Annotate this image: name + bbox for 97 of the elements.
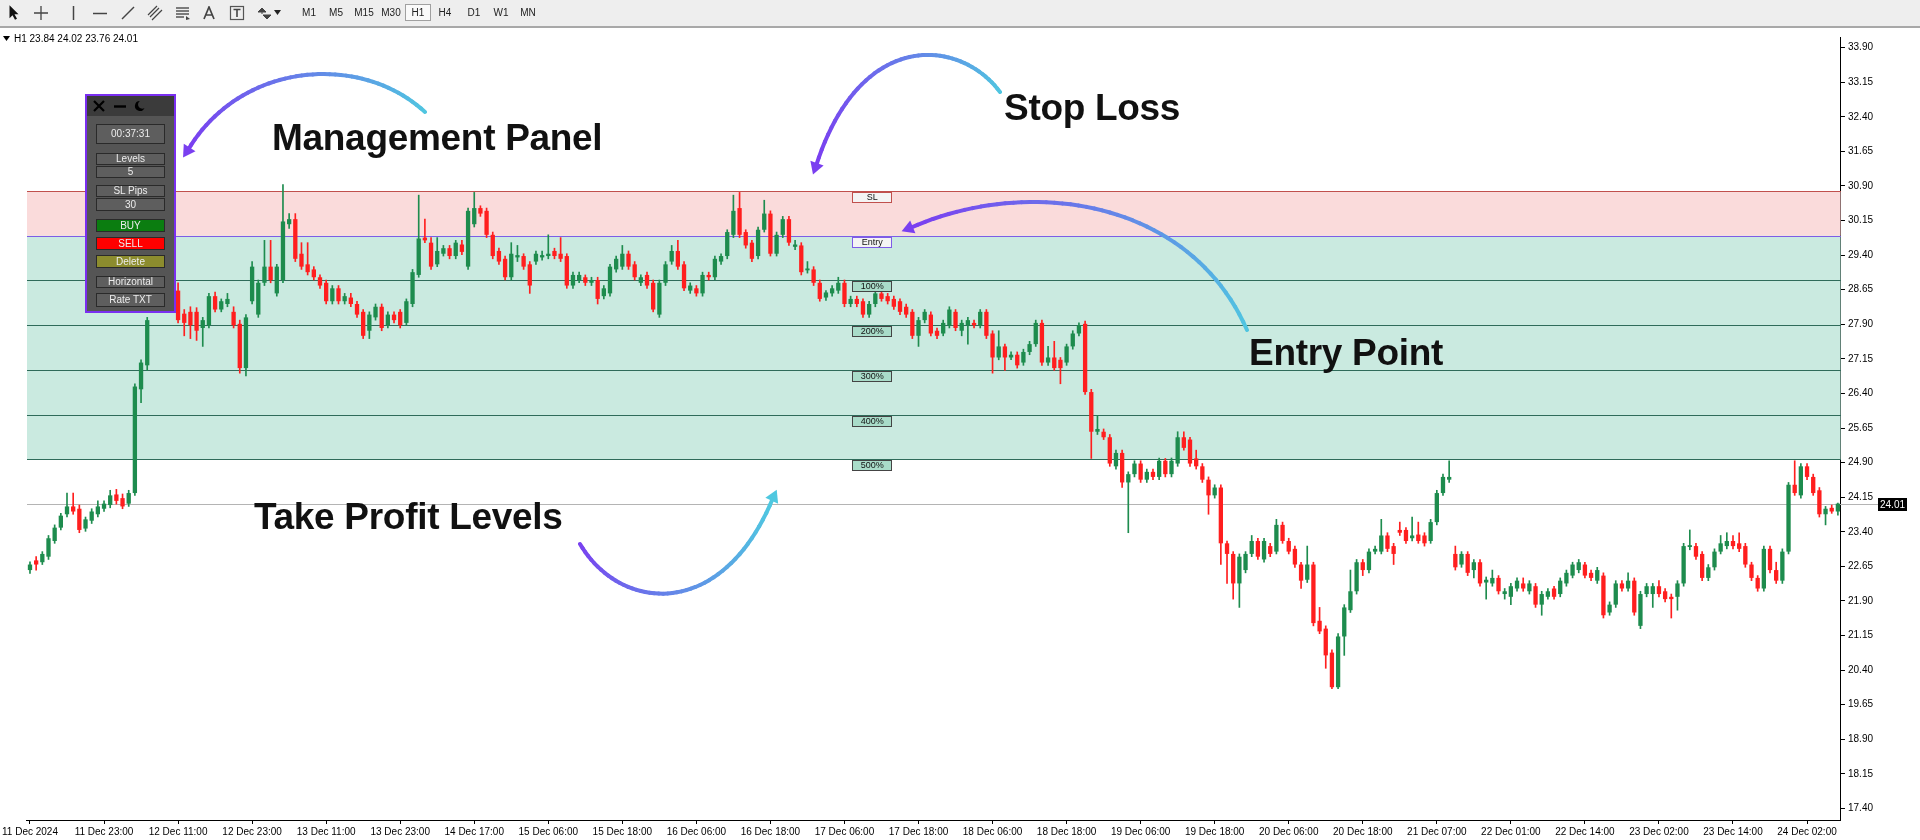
x-tick-label: 21 Dec 07:00 [1407, 825, 1467, 837]
button: 30 [96, 198, 165, 211]
y-tick-label: 32.40 [1847, 110, 1874, 122]
x-tick-label: 22 Dec 01:00 [1481, 825, 1542, 837]
x-tick-label: 13 Dec 11:00 [296, 825, 356, 837]
x-tick-label: 11 Dec 2024 [2, 825, 59, 837]
text: M30 [380, 6, 402, 20]
y-tick-label: 33.90 [1847, 41, 1874, 53]
x-tick-label: 19 Dec 06:00 [1110, 825, 1171, 837]
x-tick-label: 14 Dec 17:00 [444, 825, 505, 837]
y-tick-label: 28.65 [1847, 283, 1874, 295]
label-box: Entry [852, 236, 893, 248]
annotation: 30 [124, 199, 137, 210]
label-box: 500% [852, 459, 893, 471]
y-tick-label: 23.40 [1847, 525, 1874, 537]
annotation: Delete [116, 256, 145, 267]
ref-line-label: Entry [861, 236, 883, 247]
annotation: 400% [860, 415, 884, 426]
y-tick-label: 33.15 [1847, 75, 1874, 87]
x-tick-label: 15 Dec 18:00 [592, 825, 653, 837]
y-tick-label: 22.65 [1847, 560, 1874, 572]
button: Delete [96, 255, 165, 268]
y-tick-label: 21.90 [1847, 594, 1874, 606]
x-tick-label: 17 Dec 18:00 [888, 825, 949, 837]
button: Rate TXT [96, 293, 165, 307]
y-tick-label: 31.65 [1847, 145, 1874, 157]
text: MN [519, 6, 537, 20]
x-tick-label: 24 Dec 02:00 [1777, 825, 1838, 837]
annotation: Management Panel [272, 117, 603, 158]
x-tick-label: 15 Dec 06:00 [518, 825, 579, 837]
y-tick-label: 19.65 [1847, 698, 1874, 710]
annotation: Rate TXT [109, 294, 152, 305]
text: M5 [328, 6, 344, 20]
annotation: 200% [860, 325, 884, 336]
button: H1 [405, 4, 431, 21]
y-tick-label: 25.65 [1847, 421, 1874, 433]
annotation: Levels [116, 153, 145, 164]
text: M15 [353, 6, 375, 20]
x-tick-label: 18 Dec 18:00 [1036, 825, 1097, 837]
y-tick-label: 24.15 [1847, 490, 1874, 502]
x-tick-label: 22 Dec 14:00 [1555, 825, 1616, 837]
y-tick-label: 18.15 [1847, 767, 1874, 779]
button: Horizontal [96, 276, 165, 288]
button: SL Pips [96, 185, 165, 197]
y-tick-label: 17.40 [1847, 802, 1874, 814]
label-box: 400% [852, 415, 893, 427]
text: D1 [466, 6, 482, 20]
x-tick-label: 13 Dec 23:00 [370, 825, 431, 837]
x-tick-label: 20 Dec 06:00 [1258, 825, 1319, 837]
annotation: 5 [127, 166, 134, 177]
x-tick-label: 17 Dec 06:00 [814, 825, 875, 837]
ref-line-label: SL [866, 191, 878, 202]
x-tick-label: 11 Dec 23:00 [74, 825, 134, 837]
annotation: BUY [120, 220, 141, 231]
annotation: 100% [860, 280, 884, 291]
annotation: 00:37:31 [111, 128, 150, 139]
x-tick-label: 16 Dec 18:00 [740, 825, 801, 837]
x-tick-label: 23 Dec 14:00 [1703, 825, 1764, 837]
button: 00:37:31 [96, 124, 165, 144]
label-box: SL [852, 191, 893, 203]
label-box: 100% [852, 280, 893, 292]
annotation: SL Pips [113, 185, 148, 196]
y-tick-label: 29.40 [1847, 248, 1874, 260]
y-tick-label: 26.40 [1847, 387, 1874, 399]
button: SELL [96, 237, 165, 250]
button: Levels [96, 153, 165, 165]
y-tick-label: 30.15 [1847, 214, 1874, 226]
x-tick-label: 19 Dec 18:00 [1184, 825, 1245, 837]
text: W1 [492, 6, 510, 20]
chart-title: H1 23.84 24.02 23.76 24.01 [14, 32, 138, 45]
y-tick-label: 27.15 [1847, 352, 1874, 364]
button: BUY [96, 219, 165, 232]
ref-line-label: 24.01 [1878, 498, 1908, 511]
label-box: 200% [852, 325, 893, 337]
annotation: SELL [118, 238, 143, 249]
button: 5 [96, 166, 165, 178]
annotation: 300% [860, 370, 884, 381]
y-tick-label: 24.90 [1847, 456, 1874, 468]
annotation: 500% [860, 459, 884, 470]
annotation: Stop Loss [1004, 87, 1181, 128]
x-tick-label: 12 Dec 11:00 [148, 825, 208, 837]
y-tick-label: 20.40 [1847, 663, 1874, 675]
y-tick-label: 30.90 [1847, 179, 1874, 191]
y-tick-label: 21.15 [1847, 629, 1874, 641]
label-box: 300% [852, 370, 893, 382]
y-tick-label: 27.90 [1847, 318, 1874, 330]
y-tick-label: 18.90 [1847, 733, 1874, 745]
annotation: Entry Point [1249, 332, 1444, 373]
x-tick-label: 16 Dec 06:00 [666, 825, 727, 837]
x-tick-label: 18 Dec 06:00 [962, 825, 1023, 837]
text: M1 [301, 6, 317, 20]
x-tick-label: 23 Dec 02:00 [1629, 825, 1690, 837]
text: H4 [437, 6, 453, 20]
x-tick-label: 12 Dec 23:00 [222, 825, 283, 837]
annotation: Horizontal [107, 276, 153, 287]
annotation: Take Profit Levels [254, 496, 563, 537]
x-tick-label: 20 Dec 18:00 [1333, 825, 1393, 837]
